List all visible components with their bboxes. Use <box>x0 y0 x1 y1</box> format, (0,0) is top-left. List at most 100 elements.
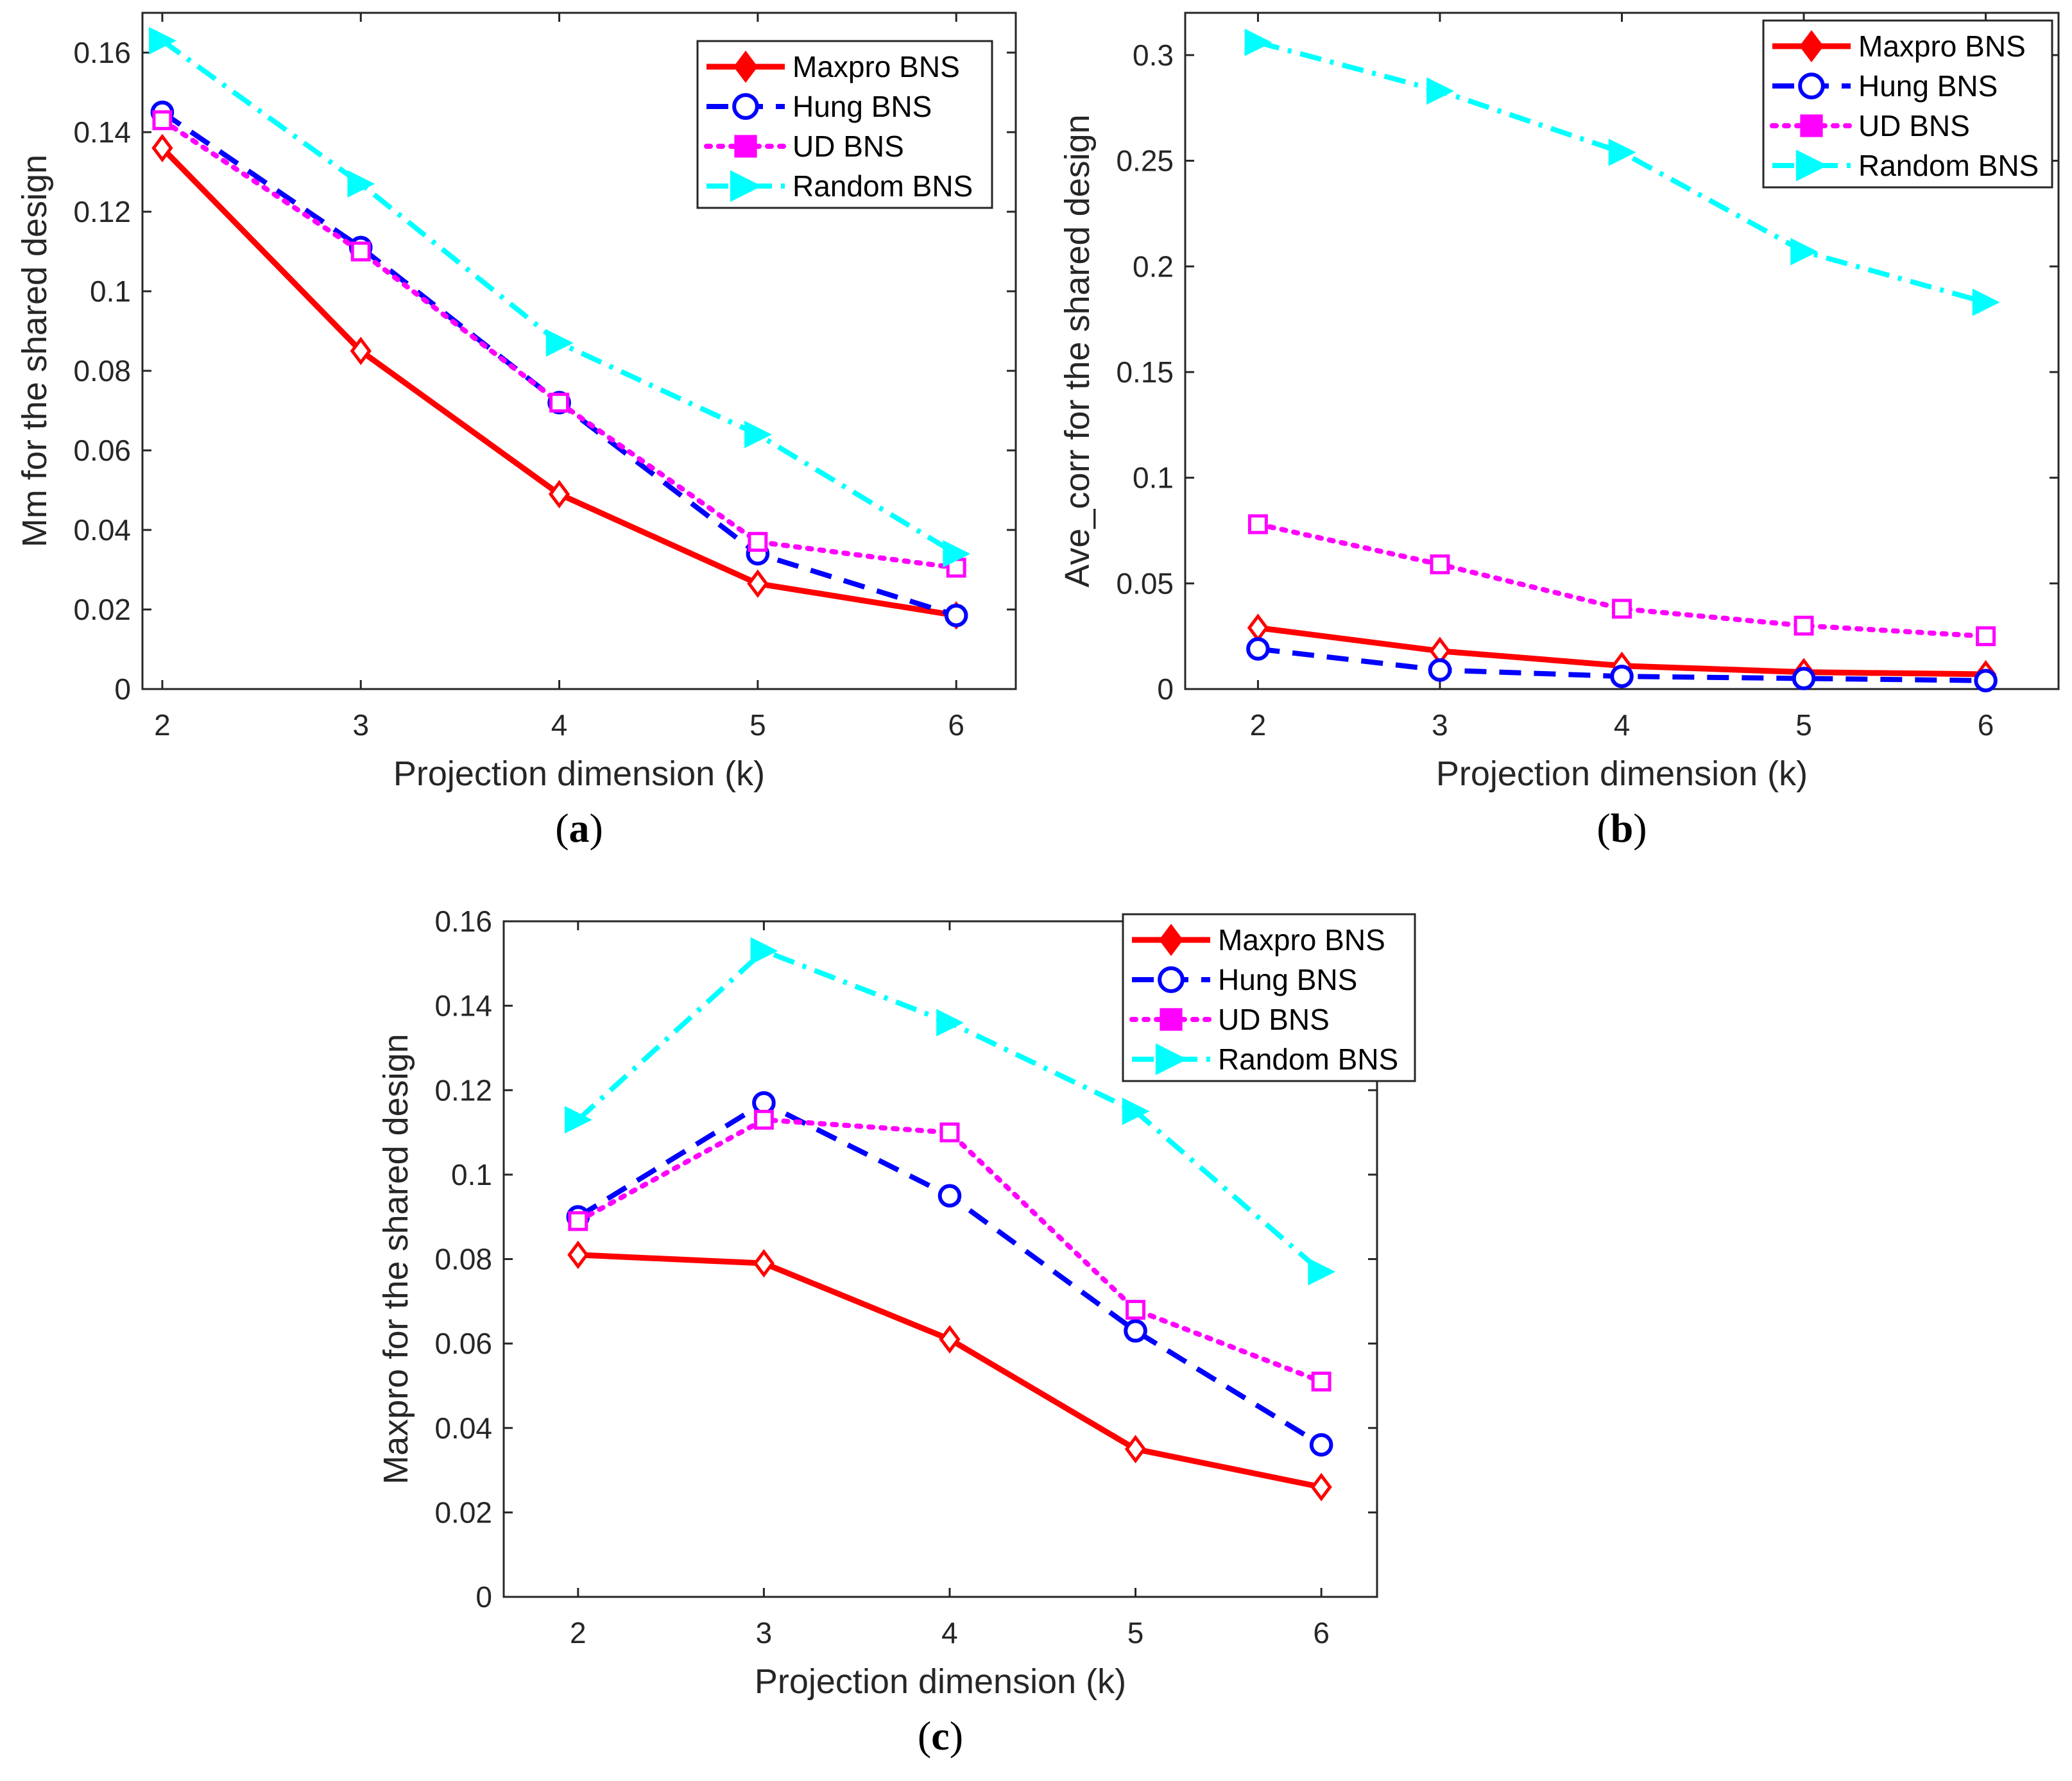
series-random-bns <box>565 937 1336 1286</box>
y-tick-label: 0.12 <box>434 1073 492 1107</box>
data-point <box>753 1248 775 1278</box>
data-point <box>744 420 772 448</box>
x-tick-label: 6 <box>1313 1616 1330 1649</box>
y-tick-label: 0 <box>475 1580 492 1614</box>
y-axis-label: Mm for the shared design <box>15 155 54 547</box>
data-point <box>1430 554 1450 575</box>
y-tick-label: 0.1 <box>1133 461 1174 495</box>
series-maxpro-bns <box>151 133 967 630</box>
x-tick-label: 4 <box>1614 708 1631 742</box>
data-point <box>1310 1472 1332 1502</box>
data-point <box>1124 1435 1147 1463</box>
legend-label: Random BNS <box>792 169 973 203</box>
legend-marker <box>734 135 757 158</box>
data-point <box>750 937 778 965</box>
legend-marker <box>1800 114 1823 137</box>
data-point <box>565 1105 592 1134</box>
legend-marker <box>730 170 762 202</box>
x-tick-label: 5 <box>1795 708 1812 742</box>
y-axis-label: Maxpro for the shared design <box>377 1034 415 1484</box>
data-point <box>1974 669 1998 693</box>
plot-area-frame <box>141 12 1017 690</box>
data-point <box>748 532 768 552</box>
legend-label: UD BNS <box>1858 109 1970 142</box>
data-point <box>752 1091 776 1115</box>
data-point <box>149 26 176 55</box>
y-tick-label: 0.04 <box>73 513 131 547</box>
data-point <box>1247 514 1268 534</box>
y-tick-label: 0.12 <box>73 195 131 228</box>
data-point <box>943 540 971 568</box>
x-axis-label: Projection dimension (k) <box>755 1662 1126 1701</box>
x-tick-label: 2 <box>154 708 171 742</box>
series-random-bns <box>1244 28 2000 316</box>
data-point <box>1794 615 1814 636</box>
series-line <box>575 1117 1324 1385</box>
y-tick-label: 0.25 <box>1116 144 1174 178</box>
y-tick-label: 0 <box>1157 672 1174 706</box>
x-tick-label: 4 <box>551 708 568 742</box>
data-point <box>1311 1371 1331 1392</box>
data-point <box>936 1009 964 1037</box>
legend-label: Random BNS <box>1218 1043 1398 1076</box>
series-hung-bns <box>1246 637 1998 693</box>
panel-caption: (b) <box>1597 805 1647 851</box>
x-tick-label: 3 <box>756 1616 773 1649</box>
data-point <box>1428 658 1452 682</box>
series-ud-bns <box>1247 514 1996 647</box>
y-tick-label: 0.06 <box>434 1327 492 1360</box>
panel-caption: (c) <box>918 1713 963 1759</box>
legend-entry-hung-bns: Hung BNS <box>1132 963 1357 996</box>
data-point <box>939 1325 961 1354</box>
y-tick-label: 0.3 <box>1133 38 1174 72</box>
data-point <box>350 336 372 366</box>
x-tick-label: 5 <box>1127 1616 1144 1649</box>
x-axis-label: Projection dimension (k) <box>393 754 765 793</box>
legend-entry-maxpro-bns: Maxpro BNS <box>1772 30 2026 63</box>
legend-entry-ud-bns: UD BNS <box>704 130 904 163</box>
legend-marker <box>1158 966 1185 993</box>
data-point <box>1608 138 1636 166</box>
legend-marker <box>1799 30 1824 63</box>
legend-entry-maxpro-bns: Maxpro BNS <box>706 50 960 83</box>
series-random-bns <box>149 26 971 568</box>
x-tick-label: 6 <box>948 708 964 742</box>
data-point <box>1124 1319 1147 1343</box>
data-point <box>938 1184 962 1208</box>
chart-panel-a: 2 3 4 5 6 0 0.02 0.04 0.06 0.08 0.1 0.12 0.14 0.16 Pro… <box>15 12 1017 851</box>
data-point <box>1976 626 1996 647</box>
data-point <box>1126 1300 1146 1320</box>
series-line <box>1255 522 1989 639</box>
series-ud-bns <box>568 1109 1331 1392</box>
legend-label: Maxpro BNS <box>1218 923 1385 957</box>
panel-caption: (a) <box>555 805 603 851</box>
legend-label: Hung BNS <box>792 90 932 123</box>
x-tick-label: 3 <box>1432 708 1448 742</box>
y-tick-label: 0.15 <box>1116 355 1174 389</box>
legend-label: Maxpro BNS <box>1858 30 2026 63</box>
data-point <box>548 480 570 509</box>
legend-entry-hung-bns: Hung BNS <box>1772 69 1998 103</box>
legend-label: Hung BNS <box>1858 69 1998 103</box>
legend-entry-random-bns: Random BNS <box>706 169 973 203</box>
data-point <box>549 393 570 413</box>
legend-label: Random BNS <box>1858 149 2039 182</box>
data-point <box>747 569 769 598</box>
x-tick-label: 2 <box>1250 708 1267 742</box>
series-ud-bns <box>152 110 966 578</box>
legend-marker <box>1155 1043 1188 1075</box>
legend-marker <box>1159 923 1183 957</box>
data-point <box>1244 28 1272 56</box>
legend-label: Maxpro BNS <box>792 50 960 83</box>
legend-marker <box>733 50 758 83</box>
legend-label: Hung BNS <box>1218 963 1357 996</box>
data-point <box>1790 237 1819 266</box>
x-tick-label: 3 <box>352 708 369 742</box>
y-tick-label: 0.04 <box>434 1411 492 1445</box>
data-point <box>1610 664 1634 688</box>
y-tick-label: 0.1 <box>451 1158 492 1191</box>
data-point <box>152 110 173 130</box>
data-point <box>545 329 574 357</box>
y-tick-label: 0.02 <box>434 1496 492 1529</box>
